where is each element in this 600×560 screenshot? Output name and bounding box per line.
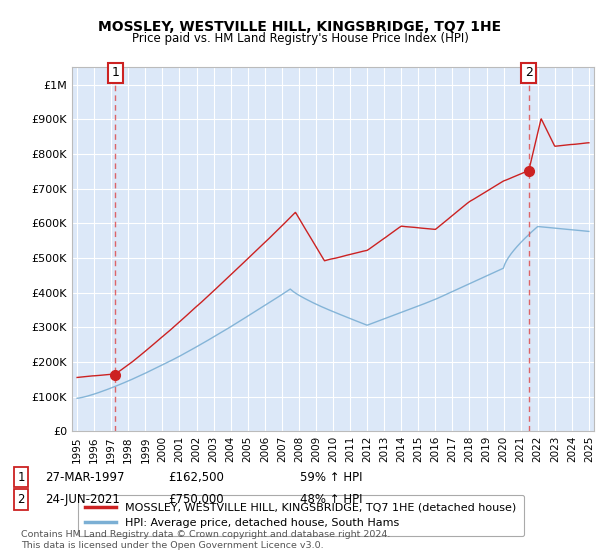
Text: Price paid vs. HM Land Registry's House Price Index (HPI): Price paid vs. HM Land Registry's House … (131, 32, 469, 45)
Text: 24-JUN-2021: 24-JUN-2021 (45, 493, 120, 506)
Text: 1: 1 (17, 470, 25, 484)
Text: £750,000: £750,000 (168, 493, 224, 506)
Text: This data is licensed under the Open Government Licence v3.0.: This data is licensed under the Open Gov… (21, 541, 323, 550)
Text: Contains HM Land Registry data © Crown copyright and database right 2024.: Contains HM Land Registry data © Crown c… (21, 530, 391, 539)
Text: 27-MAR-1997: 27-MAR-1997 (45, 470, 125, 484)
Text: MOSSLEY, WESTVILLE HILL, KINGSBRIDGE, TQ7 1HE: MOSSLEY, WESTVILLE HILL, KINGSBRIDGE, TQ… (98, 20, 502, 34)
Text: 2: 2 (17, 493, 25, 506)
Text: 59% ↑ HPI: 59% ↑ HPI (300, 470, 362, 484)
Text: £162,500: £162,500 (168, 470, 224, 484)
Text: 48% ↑ HPI: 48% ↑ HPI (300, 493, 362, 506)
Legend: MOSSLEY, WESTVILLE HILL, KINGSBRIDGE, TQ7 1HE (detached house), HPI: Average pri: MOSSLEY, WESTVILLE HILL, KINGSBRIDGE, TQ… (77, 495, 524, 536)
Text: 2: 2 (525, 66, 533, 79)
Text: 1: 1 (111, 66, 119, 79)
